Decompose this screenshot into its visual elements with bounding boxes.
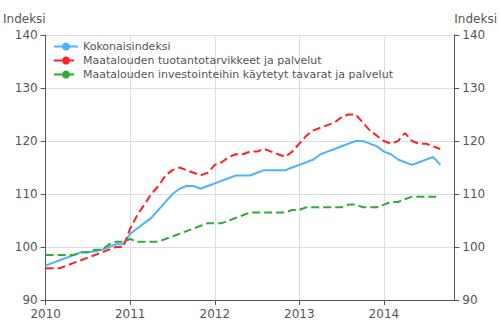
svg-text:2011: 2011 (115, 307, 146, 321)
svg-text:110: 110 (15, 187, 38, 201)
svg-text:120: 120 (462, 134, 485, 148)
svg-text:2012: 2012 (200, 307, 231, 321)
svg-text:140: 140 (15, 28, 38, 42)
svg-text:110: 110 (462, 187, 485, 201)
svg-text:Maatalouden investointeihin kä: Maatalouden investointeihin käytetyt tav… (83, 68, 394, 81)
svg-text:100: 100 (462, 240, 485, 254)
svg-text:90: 90 (22, 293, 37, 307)
svg-text:2014: 2014 (369, 307, 400, 321)
svg-text:2010: 2010 (30, 307, 61, 321)
svg-text:120: 120 (15, 134, 38, 148)
svg-text:Kokonaisindeksi: Kokonaisindeksi (83, 40, 171, 53)
svg-text:Indeksi: Indeksi (454, 12, 497, 26)
svg-text:130: 130 (462, 81, 485, 95)
svg-text:140: 140 (462, 28, 485, 42)
svg-text:130: 130 (15, 81, 38, 95)
svg-text:2013: 2013 (284, 307, 315, 321)
svg-text:90: 90 (462, 293, 477, 307)
svg-text:Maatalouden tuotantotarvikkeet: Maatalouden tuotantotarvikkeet ja palvel… (83, 54, 322, 67)
svg-text:Indeksi: Indeksi (3, 12, 46, 26)
svg-text:100: 100 (15, 240, 38, 254)
